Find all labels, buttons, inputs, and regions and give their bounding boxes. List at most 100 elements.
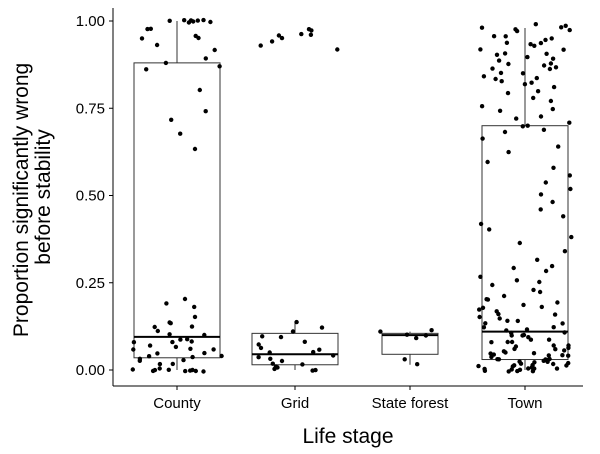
data-point — [192, 146, 198, 152]
data-point — [506, 369, 511, 374]
data-point — [505, 339, 510, 345]
data-point — [550, 56, 556, 61]
data-point — [567, 173, 572, 178]
data-point — [494, 52, 500, 57]
data-point — [496, 311, 501, 317]
data-point — [203, 109, 208, 114]
data-point — [476, 363, 481, 369]
y-tick-label: 0.00 — [76, 362, 105, 379]
data-point — [192, 304, 197, 310]
data-point — [511, 265, 516, 271]
data-point — [567, 120, 572, 125]
data-point — [528, 42, 533, 47]
data-point — [521, 302, 526, 308]
data-point — [163, 60, 169, 66]
y-tick-label: 0.25 — [76, 275, 105, 292]
data-point — [535, 89, 541, 94]
data-point — [300, 362, 305, 367]
data-point — [167, 18, 172, 23]
data-point — [489, 340, 494, 345]
data-point — [477, 314, 482, 320]
data-point — [506, 149, 511, 155]
data-point — [478, 274, 483, 279]
data-point — [502, 51, 508, 56]
data-point — [154, 42, 160, 48]
data-point — [541, 358, 546, 363]
data-point — [517, 240, 522, 246]
data-point — [537, 289, 543, 295]
data-point — [182, 18, 187, 23]
data-point — [310, 368, 315, 373]
data-point — [546, 353, 551, 358]
y-axis-ticks: 0.00 0.25 0.50 0.75 1.00 — [76, 13, 113, 379]
data-point — [551, 361, 556, 367]
data-point — [201, 369, 206, 374]
data-point — [479, 104, 485, 109]
data-point — [543, 268, 549, 274]
data-point — [551, 343, 556, 348]
data-point — [505, 318, 510, 323]
y-axis-title-line-2: before stability — [32, 129, 55, 265]
data-point — [495, 357, 500, 362]
data-point — [139, 36, 145, 41]
data-point — [169, 117, 174, 123]
data-point — [538, 192, 544, 197]
data-point — [551, 325, 556, 330]
data-point — [548, 98, 554, 104]
data-point — [147, 343, 153, 348]
data-point — [485, 159, 490, 165]
data-point — [480, 305, 486, 310]
points-layer — [130, 17, 574, 374]
data-point — [552, 312, 558, 317]
data-point — [537, 279, 542, 285]
data-point — [501, 293, 507, 299]
data-point — [504, 40, 510, 45]
data-point — [568, 186, 573, 192]
data-point — [555, 300, 560, 305]
data-point — [276, 33, 282, 38]
data-point — [560, 321, 565, 326]
data-point — [302, 339, 307, 344]
data-point — [481, 74, 487, 79]
x-tick-label: Town — [507, 395, 542, 412]
data-point — [155, 351, 160, 356]
data-point — [191, 19, 196, 24]
y-axis-title-line-1: Proportion significantly wrong — [10, 63, 33, 337]
data-point — [548, 61, 554, 66]
data-point — [556, 144, 561, 149]
data-point — [561, 47, 566, 52]
data-point — [317, 347, 322, 352]
data-point — [531, 351, 537, 356]
data-point — [319, 325, 325, 330]
data-point — [567, 27, 572, 33]
data-point — [311, 349, 316, 355]
data-point — [481, 325, 487, 330]
data-point — [551, 165, 556, 170]
data-point — [144, 67, 149, 72]
data-point — [201, 17, 206, 23]
data-point — [309, 28, 314, 33]
data-point — [299, 31, 304, 37]
data-point — [157, 366, 162, 371]
data-point — [541, 127, 547, 132]
data-point — [331, 353, 336, 358]
data-point — [170, 339, 175, 345]
data-point — [404, 332, 410, 337]
data-point — [181, 357, 186, 363]
data-point — [290, 329, 296, 334]
data-point — [528, 337, 534, 342]
data-point — [545, 359, 550, 364]
data-point — [189, 324, 195, 329]
data-point — [490, 66, 495, 71]
data-point — [202, 350, 207, 356]
data-point — [534, 75, 539, 81]
data-point — [189, 339, 194, 344]
data-point — [566, 345, 571, 351]
data-point — [260, 334, 265, 339]
data-point — [190, 367, 195, 373]
data-point — [549, 36, 554, 41]
data-point — [197, 87, 202, 93]
x-tick-label: State forest — [372, 395, 450, 412]
data-point — [491, 34, 497, 39]
data-point — [167, 332, 172, 337]
